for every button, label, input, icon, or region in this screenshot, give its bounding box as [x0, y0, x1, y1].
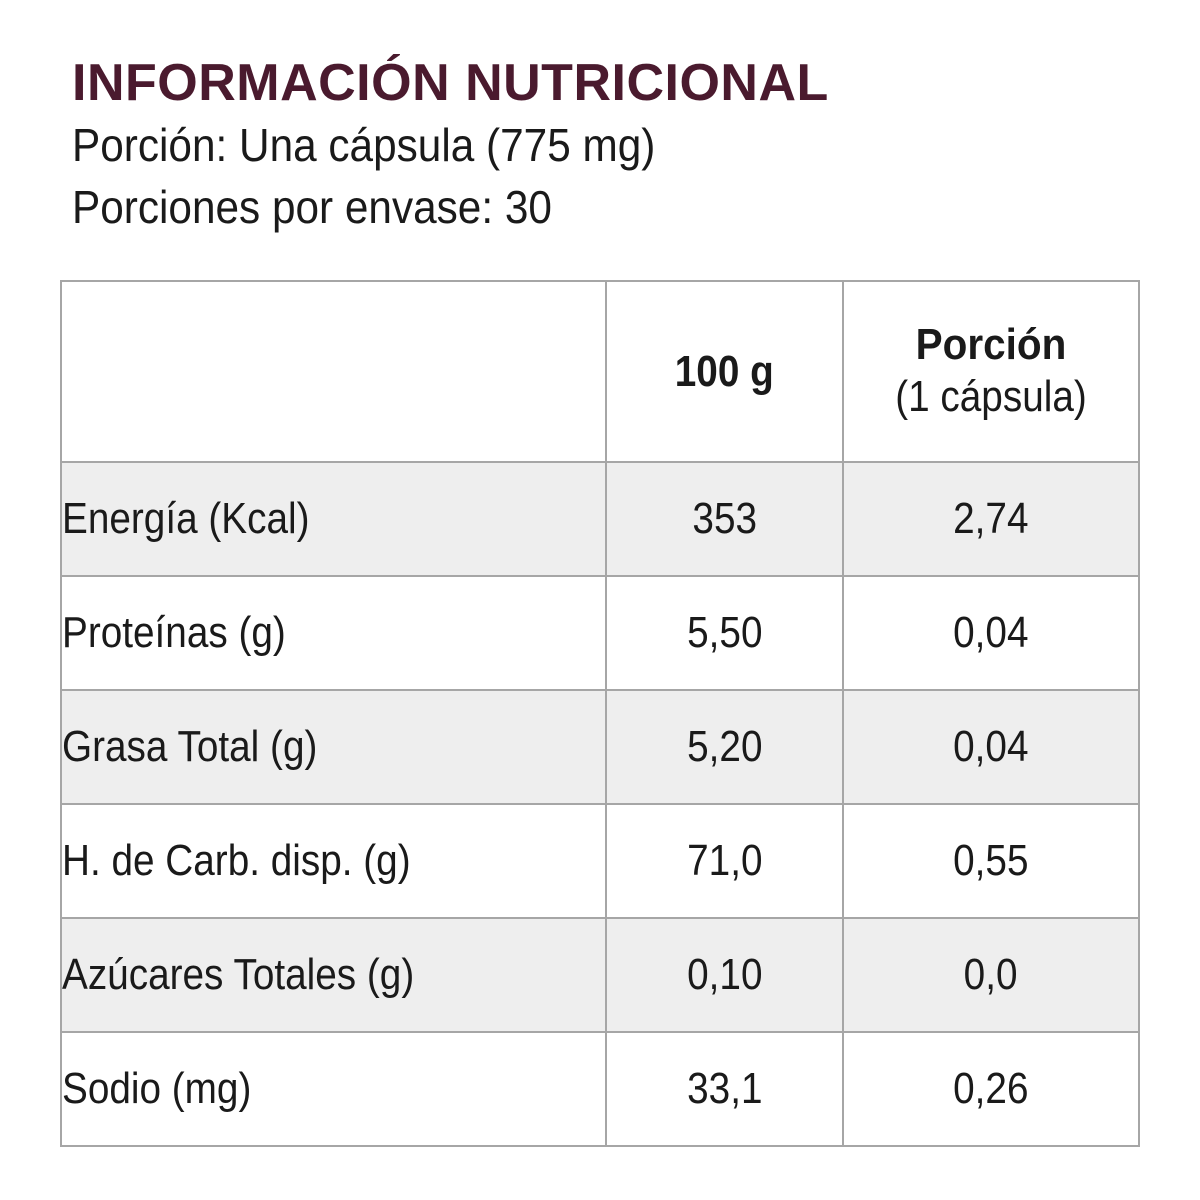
nutrition-table: 100 g Porción (1 cápsula) Energía (Kcal)… — [60, 280, 1140, 1147]
table-row: Azúcares Totales (g) 0,10 0,0 — [60, 917, 1140, 1033]
value-per-portion: 2,74 — [842, 461, 1140, 577]
nutrient-name: H. de Carb. disp. (g) — [60, 803, 607, 919]
nutrient-name: Energía (Kcal) — [60, 461, 607, 577]
header-portion-sublabel: (1 cápsula) — [895, 371, 1087, 421]
header-portion-label: Porción — [915, 319, 1067, 369]
value-per-100g: 5,50 — [605, 575, 844, 691]
value-per-portion: 0,55 — [842, 803, 1140, 919]
value-per-portion: 0,26 — [842, 1031, 1140, 1147]
nutrient-name: Sodio (mg) — [60, 1031, 607, 1147]
header-cell-per-100g: 100 g — [605, 280, 844, 463]
nutrient-name: Azúcares Totales (g) — [60, 917, 607, 1033]
value-per-portion: 0,04 — [842, 575, 1140, 691]
value-per-100g: 0,10 — [605, 917, 844, 1033]
page-title: INFORMACIÓN NUTRICIONAL — [72, 54, 829, 112]
table-row: Proteínas (g) 5,50 0,04 — [60, 575, 1140, 691]
label-header: INFORMACIÓN NUTRICIONAL Porción: Una cáp… — [72, 52, 829, 238]
value-per-portion: 0,0 — [842, 917, 1140, 1033]
servings-per-container: Porciones por envase: 30 — [72, 181, 552, 233]
table-row: Grasa Total (g) 5,20 0,04 — [60, 689, 1140, 805]
table-header-row: 100 g Porción (1 cápsula) — [60, 280, 1140, 463]
value-per-100g: 33,1 — [605, 1031, 844, 1147]
table-row: H. de Carb. disp. (g) 71,0 0,55 — [60, 803, 1140, 919]
nutrient-name: Proteínas (g) — [60, 575, 607, 691]
serving-size: Porción: Una cápsula (775 mg) — [72, 119, 656, 171]
table-row: Sodio (mg) 33,1 0,26 — [60, 1031, 1140, 1147]
value-per-100g: 5,20 — [605, 689, 844, 805]
header-cell-per-portion: Porción (1 cápsula) — [842, 280, 1140, 463]
header-per-100g-label: 100 g — [674, 346, 774, 396]
value-per-portion: 0,04 — [842, 689, 1140, 805]
value-per-100g: 353 — [605, 461, 844, 577]
nutrient-name: Grasa Total (g) — [60, 689, 607, 805]
table-row: Energía (Kcal) 353 2,74 — [60, 461, 1140, 577]
header-cell-nutrient — [60, 280, 607, 463]
value-per-100g: 71,0 — [605, 803, 844, 919]
